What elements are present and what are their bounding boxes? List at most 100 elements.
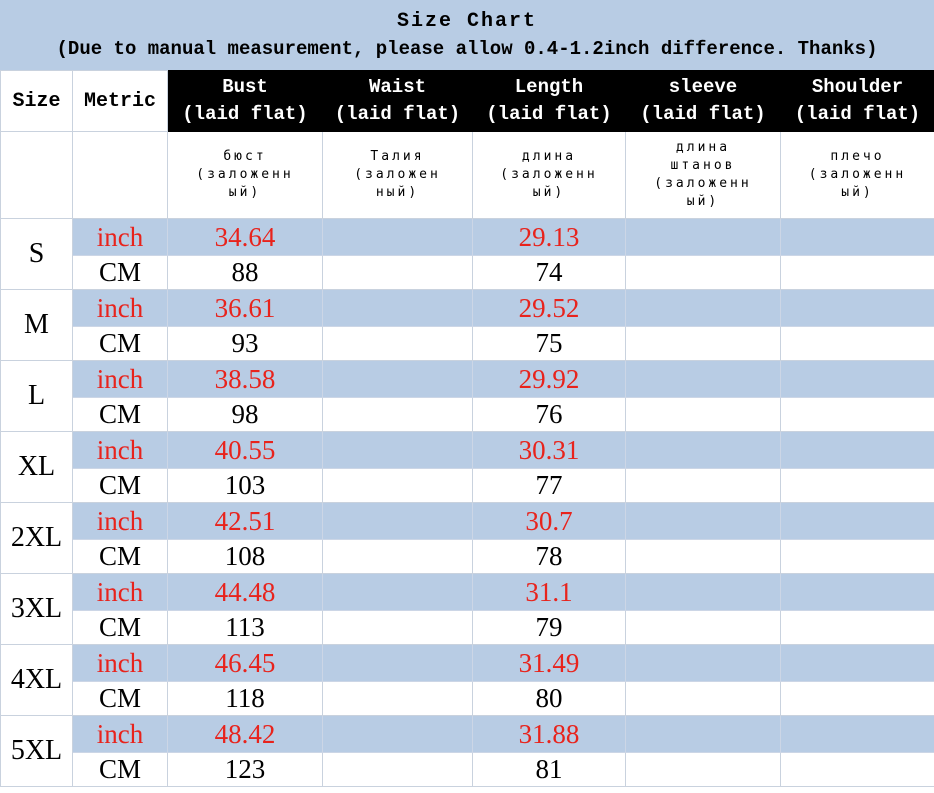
- inch-shoulder-value: [780, 289, 934, 327]
- size-column-header: Size: [0, 70, 73, 132]
- column-header-sublabel: (laid flat): [182, 103, 308, 125]
- cm-shoulder-value: [780, 255, 934, 290]
- cm-bust-value: 123: [167, 752, 323, 787]
- size-label: L: [0, 360, 73, 432]
- cm-waist-value: [322, 255, 473, 290]
- inch-sleeve-value: [625, 218, 781, 256]
- cm-bust-value: 88: [167, 255, 323, 290]
- cm-shoulder-value: [780, 681, 934, 716]
- inch-row: XL inch 40.55 30.31: [0, 431, 934, 503]
- inch-unit-label: inch: [72, 715, 168, 753]
- cm-row: CM 113 79: [1, 610, 934, 645]
- inch-length-value: 31.49: [472, 644, 626, 682]
- inch-bust-value: 46.45: [167, 644, 323, 682]
- inch-shoulder-value: [780, 644, 934, 682]
- inch-unit-label: inch: [72, 431, 168, 469]
- cm-bust-value: 98: [167, 397, 323, 432]
- inch-length-value: 30.31: [472, 431, 626, 469]
- inch-shoulder-value: [780, 431, 934, 469]
- inch-sleeve-value: [625, 502, 781, 540]
- cm-sleeve-value: [625, 681, 781, 716]
- cm-row: CM 118 80: [1, 681, 934, 716]
- size-label: 5XL: [0, 715, 73, 787]
- column-header-row: Size Metric Bust (laid flat) Waist (laid…: [0, 70, 934, 132]
- cm-unit-label: CM: [72, 752, 168, 787]
- column-header-label: Shoulder: [811, 76, 904, 98]
- inch-row: 3XL inch 44.48 31.1: [0, 573, 934, 645]
- size-table-head: Size Metric Bust (laid flat) Waist (laid…: [0, 70, 934, 219]
- cm-length-value: 81: [472, 752, 626, 787]
- inch-unit-label: inch: [72, 218, 168, 256]
- cm-bust-value: 113: [167, 610, 323, 645]
- translation-shoulder: плечо (заложенный): [780, 131, 934, 219]
- cm-shoulder-value: [780, 752, 934, 787]
- inch-sleeve-value: [625, 360, 781, 398]
- cm-row: CM 98 76: [1, 397, 934, 432]
- inch-length-value: 29.92: [472, 360, 626, 398]
- cm-sleeve-value: [625, 397, 781, 432]
- cm-waist-value: [322, 539, 473, 574]
- cm-length-value: 75: [472, 326, 626, 361]
- column-header-sleeve: sleeve (laid flat): [625, 70, 781, 132]
- cm-shoulder-value: [780, 468, 934, 503]
- cm-waist-value: [322, 681, 473, 716]
- inch-shoulder-value: [780, 573, 934, 611]
- inch-unit-label: inch: [72, 502, 168, 540]
- cm-length-value: 78: [472, 539, 626, 574]
- inch-bust-value: 38.58: [167, 360, 323, 398]
- inch-length-value: 29.52: [472, 289, 626, 327]
- size-label: 4XL: [0, 644, 73, 716]
- cm-row: CM 108 78: [1, 539, 934, 574]
- inch-length-value: 31.88: [472, 715, 626, 753]
- inch-unit-label: inch: [72, 573, 168, 611]
- column-header-label: sleeve: [668, 76, 738, 98]
- translation-length: длина (заложенный): [472, 131, 626, 219]
- page-title: Size Chart: [396, 10, 538, 33]
- inch-unit-label: inch: [72, 644, 168, 682]
- column-header-length: Length (laid flat): [472, 70, 626, 132]
- inch-waist-value: [322, 431, 473, 469]
- inch-sleeve-value: [625, 289, 781, 327]
- size-chart-table: Size Metric Bust (laid flat) Waist (laid…: [0, 70, 934, 787]
- cm-length-value: 76: [472, 397, 626, 432]
- inch-row: 2XL inch 42.51 30.7: [0, 502, 934, 574]
- cm-row: CM 88 74: [1, 255, 934, 290]
- cm-shoulder-value: [780, 610, 934, 645]
- inch-length-value: 31.1: [472, 573, 626, 611]
- inch-sleeve-value: [625, 573, 781, 611]
- cm-waist-value: [322, 752, 473, 787]
- cm-sleeve-value: [625, 468, 781, 503]
- empty-cell: [72, 131, 168, 219]
- inch-shoulder-value: [780, 715, 934, 753]
- cm-unit-label: CM: [72, 610, 168, 645]
- cm-bust-value: 108: [167, 539, 323, 574]
- inch-sleeve-value: [625, 431, 781, 469]
- size-label: 2XL: [0, 502, 73, 574]
- cm-length-value: 79: [472, 610, 626, 645]
- title-band: Size Chart (Due to manual measurement, p…: [0, 0, 934, 70]
- cm-length-value: 74: [472, 255, 626, 290]
- metric-column-header: Metric: [72, 70, 168, 132]
- cm-unit-label: CM: [72, 255, 168, 290]
- size-label: 3XL: [0, 573, 73, 645]
- inch-bust-value: 40.55: [167, 431, 323, 469]
- inch-waist-value: [322, 218, 473, 256]
- cm-sleeve-value: [625, 752, 781, 787]
- column-header-sublabel: (laid flat): [334, 103, 461, 125]
- cm-waist-value: [322, 610, 473, 645]
- size-label: S: [0, 218, 73, 290]
- column-header-bust: Bust (laid flat): [167, 70, 323, 132]
- inch-waist-value: [322, 715, 473, 753]
- inch-waist-value: [322, 360, 473, 398]
- cm-bust-value: 93: [167, 326, 323, 361]
- inch-bust-value: 48.42: [167, 715, 323, 753]
- inch-shoulder-value: [780, 360, 934, 398]
- page-subtitle: (Due to manual measurement, please allow…: [56, 38, 878, 60]
- inch-unit-label: inch: [72, 289, 168, 327]
- cm-length-value: 80: [472, 681, 626, 716]
- column-header-sublabel: (laid flat): [640, 103, 766, 125]
- inch-waist-value: [322, 644, 473, 682]
- inch-bust-value: 34.64: [167, 218, 323, 256]
- cm-row: CM 93 75: [1, 326, 934, 361]
